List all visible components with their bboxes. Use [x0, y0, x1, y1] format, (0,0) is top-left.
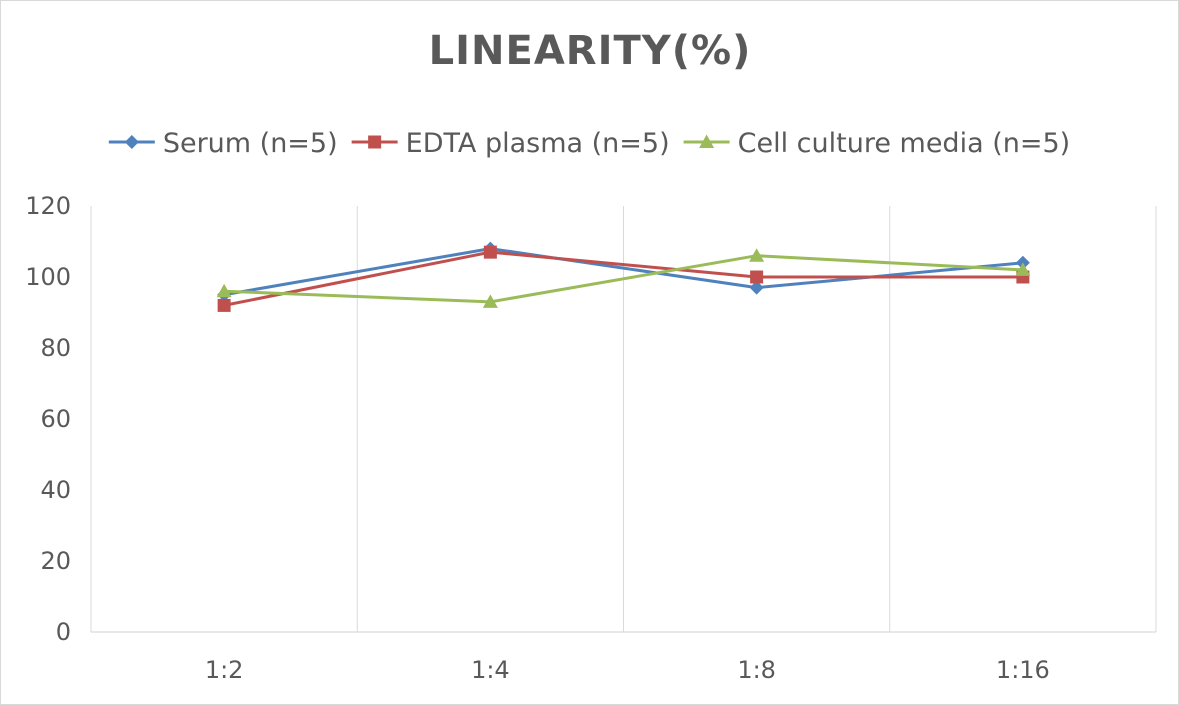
legend-item: Serum (n=5) [108, 128, 338, 159]
chart-title: LINEARITY(%) [429, 28, 752, 74]
data-point [749, 248, 765, 262]
series-line [224, 254, 1023, 304]
y-axis: 0 20 40 60 80 100 120 [25, 192, 71, 646]
x-tick-label: 1:4 [471, 656, 510, 684]
y-tick-label: 60 [40, 405, 71, 433]
gridlines [90, 206, 1157, 632]
x-tick-label: 1:8 [737, 656, 776, 684]
x-tick-label: 1:2 [205, 656, 244, 684]
series-2 [217, 245, 1030, 312]
data-point [1015, 262, 1031, 276]
y-tick-label: 20 [40, 547, 71, 575]
legend-swatch-marker [368, 135, 382, 149]
series-layer [216, 241, 1031, 312]
legend: Serum (n=5) EDTA plasma (n=5) Cell culture… [108, 128, 1071, 159]
y-tick-label: 100 [25, 263, 71, 291]
legend-label: EDTA plasma (n=5) [406, 128, 670, 159]
y-tick-label: 80 [40, 334, 71, 362]
series-line [223, 247, 1024, 297]
data-point [750, 270, 764, 284]
series-3 [216, 248, 1031, 308]
data-point [216, 283, 232, 298]
x-axis: 1:2 1:4 1:8 1:16 [91, 631, 1156, 684]
y-tick-label: 40 [40, 476, 71, 504]
y-tick-label: 0 [56, 618, 71, 646]
legend-swatch-marker [124, 135, 139, 149]
y-tick-label: 120 [25, 192, 71, 220]
legend-label: Serum (n=5) [163, 128, 338, 159]
data-point [217, 298, 231, 312]
series-line [223, 250, 1023, 307]
data-point [749, 280, 764, 295]
data-point [483, 245, 497, 259]
legend-item: EDTA plasma (n=5) [351, 128, 670, 159]
legend-label: Cell culture media (n=5) [738, 128, 1071, 159]
data-point [482, 294, 498, 308]
x-tick-label: 1:16 [996, 656, 1050, 684]
legend-item: Cell culture media (n=5) [683, 128, 1071, 159]
legend-swatch-marker [699, 134, 715, 148]
